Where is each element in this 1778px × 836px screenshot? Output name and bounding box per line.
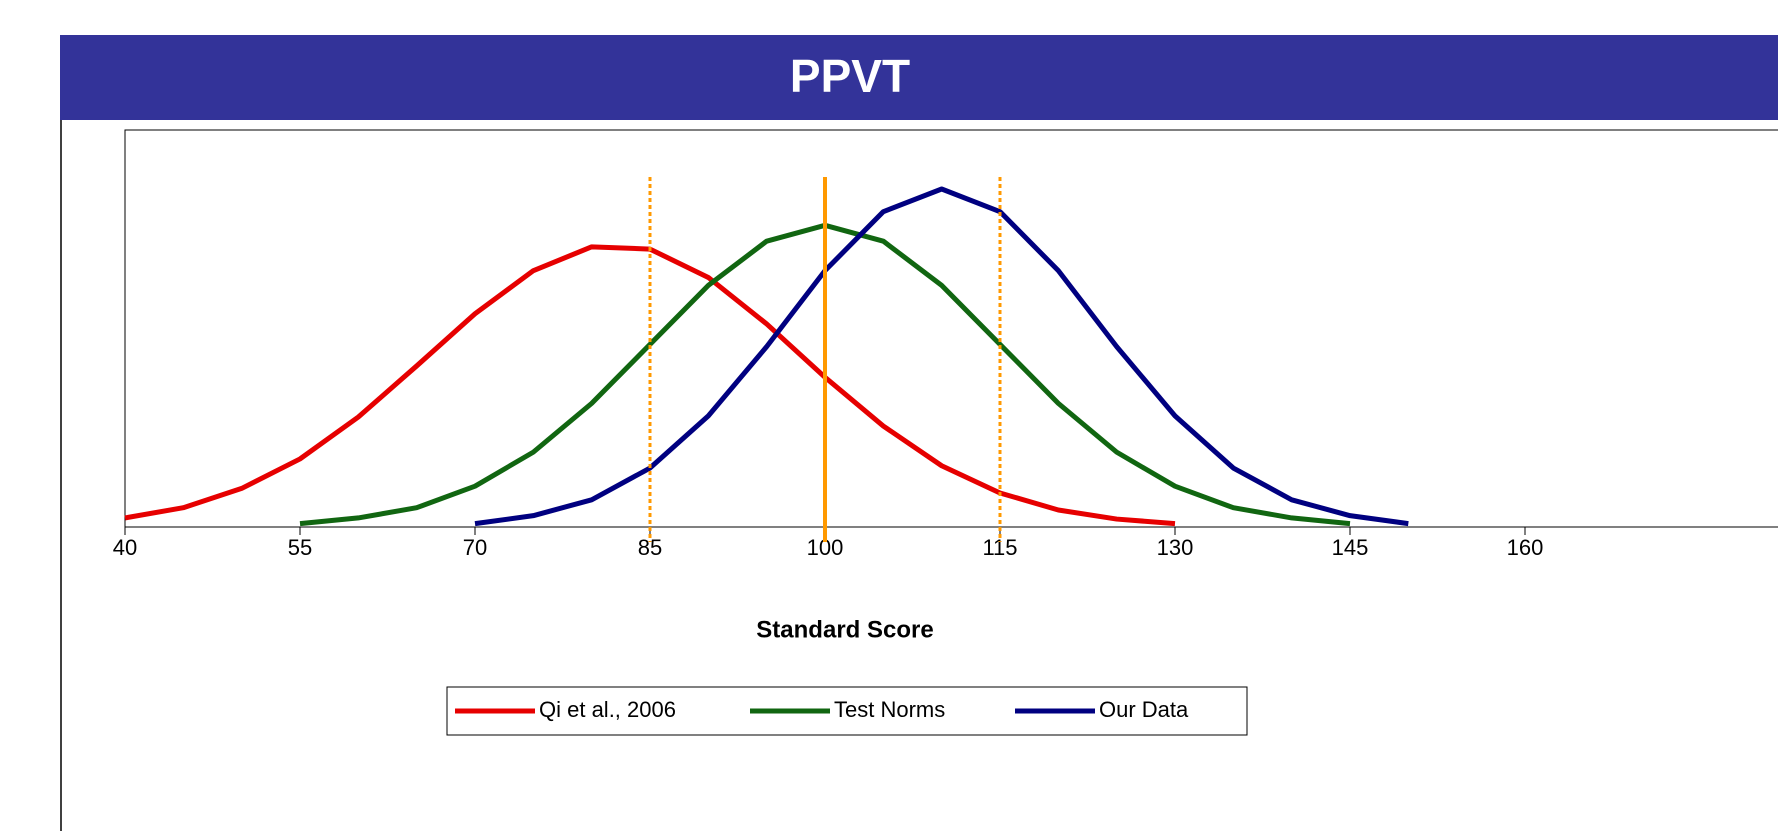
- x-tick-label: 85: [638, 535, 662, 560]
- x-tick-label: 55: [288, 535, 312, 560]
- legend-label: Our Data: [1099, 697, 1189, 722]
- legend-box: [446, 686, 1248, 736]
- data-line: [124, 244, 1176, 527]
- x-tick-label: 115: [982, 535, 1017, 560]
- legend-label: Qi et al., 2006: [539, 697, 676, 722]
- x-tick-label: 160: [1507, 535, 1544, 560]
- title-bar: [60, 35, 1778, 120]
- x-axis-label: Standard Score: [756, 616, 933, 643]
- plot-area: [124, 129, 1778, 528]
- x-tick-label: 145: [1332, 535, 1369, 560]
- data-line: [474, 186, 1409, 527]
- legend-label: Test Norms: [834, 697, 945, 722]
- chart-title: PPVT: [790, 50, 910, 102]
- x-tick-label: 40: [113, 535, 137, 560]
- x-tick-label: 70: [463, 535, 487, 560]
- x-tick-label: 130: [1157, 535, 1194, 560]
